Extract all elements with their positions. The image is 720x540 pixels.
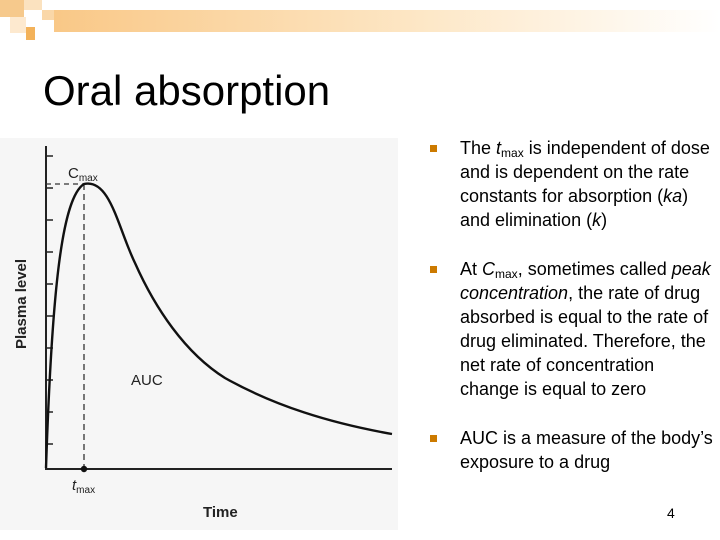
decor-block-1 [0,0,24,17]
y-axis-label: Plasma level [13,259,30,349]
bullet-item-cmax: At Cmax, sometimes called peak concentra… [430,257,718,401]
decor-block-5 [42,10,54,20]
x-axis-label: Time [203,504,238,521]
tmax-label: tmax [72,477,95,496]
page-number: 4 [667,505,675,521]
tmax-point [80,465,88,473]
diagram-background [0,138,398,530]
bullet-item-tmax: The tmax is independent of dose and is d… [430,136,718,232]
header-gradient-bar [54,10,720,32]
plasma-curve [44,182,393,469]
plasma-curve-svg: Cmax tmax AUC Time Plasma level [0,138,398,530]
plasma-curve-diagram: Cmax tmax AUC Time Plasma level [0,138,398,530]
square-bullet-icon [430,435,437,442]
auc-label: AUC [131,372,163,389]
cmax-label: Cmax [68,165,98,184]
decor-block-3 [10,17,26,33]
slide-title: Oral absorption [43,67,331,114]
bullet-list: The tmax is independent of dose and is d… [430,136,718,499]
square-bullet-icon [430,145,437,152]
decor-block-4 [26,27,35,40]
bullet-item-auc: AUC is a measure of the body’s exposure … [430,426,718,474]
decor-block-2 [24,0,42,10]
square-bullet-icon [430,266,437,273]
